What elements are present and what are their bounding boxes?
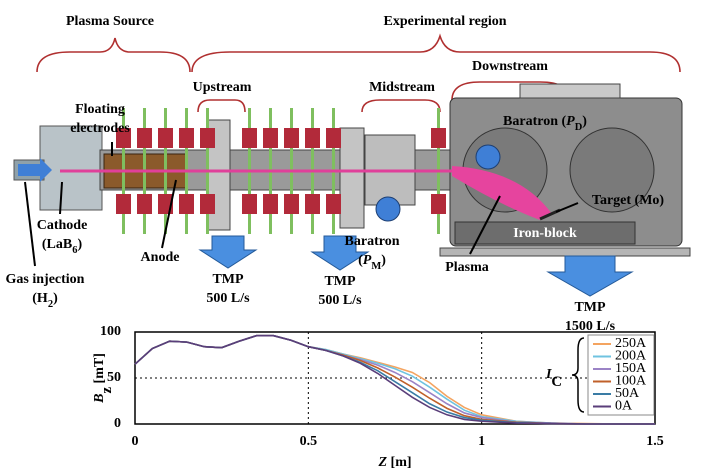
series-line bbox=[135, 336, 655, 424]
label-part: Baratron ( bbox=[503, 114, 566, 129]
coil bbox=[284, 128, 299, 148]
label: TMP bbox=[574, 300, 606, 315]
coil bbox=[305, 194, 320, 214]
x-tick-label: 0 bbox=[132, 434, 139, 449]
label-part: M bbox=[371, 261, 381, 272]
coil bbox=[263, 194, 278, 214]
label: Plasma Source bbox=[66, 14, 154, 29]
page: Plasma Source Experimental region Upstream… bbox=[0, 0, 705, 474]
label: Iron-block bbox=[513, 226, 577, 241]
series-line bbox=[135, 336, 655, 424]
label: (LaB6) bbox=[42, 237, 83, 256]
x-tick-label: 0.5 bbox=[300, 434, 318, 449]
label-part: B bbox=[92, 394, 107, 404]
coil bbox=[137, 128, 152, 148]
coil bbox=[242, 128, 257, 148]
label-part: ) bbox=[53, 291, 58, 306]
y-tick-label: 0 bbox=[114, 416, 121, 431]
label-part: [m] bbox=[387, 455, 412, 470]
legend-brace bbox=[572, 338, 584, 412]
label: Baratron bbox=[345, 234, 400, 249]
coil bbox=[326, 194, 341, 214]
brace bbox=[192, 36, 680, 72]
series-line bbox=[135, 336, 655, 424]
label: Cathode bbox=[37, 218, 88, 233]
label: 500 L/s bbox=[206, 291, 250, 306]
coil bbox=[431, 194, 446, 214]
label: Downstream bbox=[472, 59, 548, 74]
series-line bbox=[135, 336, 655, 424]
label-part: (LaB bbox=[42, 237, 72, 252]
label-part: ) bbox=[582, 114, 587, 129]
label: TMP bbox=[212, 272, 244, 287]
chamber-base bbox=[440, 248, 690, 256]
coil bbox=[179, 194, 194, 214]
y-tick-label: 50 bbox=[107, 370, 121, 385]
coil bbox=[158, 128, 173, 148]
label-part: ) bbox=[77, 237, 82, 252]
x-tick-label: 1 bbox=[478, 434, 485, 449]
coil bbox=[263, 128, 278, 148]
coil bbox=[431, 128, 446, 148]
apparatus bbox=[14, 36, 690, 296]
x-tick-label: 1.5 bbox=[646, 434, 664, 449]
coil bbox=[179, 128, 194, 148]
brace bbox=[198, 100, 245, 112]
top-flange bbox=[520, 84, 620, 98]
pump-arrow bbox=[548, 256, 632, 296]
label: Plasma bbox=[445, 260, 489, 275]
label-part: C bbox=[551, 374, 562, 390]
pointer bbox=[25, 182, 35, 266]
label: Target (Mo) bbox=[592, 193, 665, 208]
label: IC bbox=[545, 367, 562, 390]
label: TMP bbox=[324, 274, 356, 289]
legend-label: 0A bbox=[615, 399, 633, 414]
label: Floating bbox=[75, 102, 125, 117]
label: Experimental region bbox=[383, 14, 506, 29]
label-part: [mT] bbox=[92, 353, 107, 387]
label: Upstream bbox=[193, 80, 252, 95]
baratron bbox=[476, 145, 500, 169]
baratron bbox=[376, 197, 400, 221]
flange bbox=[340, 128, 364, 228]
label: (H2) bbox=[32, 291, 58, 310]
label: Z [m] bbox=[377, 455, 411, 470]
brace bbox=[362, 100, 440, 112]
coil bbox=[284, 194, 299, 214]
label: (PM) bbox=[358, 253, 386, 272]
label: electrodes bbox=[70, 121, 130, 136]
brace bbox=[37, 38, 190, 72]
label: Anode bbox=[141, 250, 180, 265]
coil bbox=[137, 194, 152, 214]
label-part: ) bbox=[381, 253, 386, 268]
label: Gas injection bbox=[6, 272, 85, 287]
coil bbox=[242, 194, 257, 214]
coil bbox=[305, 128, 320, 148]
coil bbox=[200, 128, 215, 148]
series-line bbox=[135, 336, 655, 424]
series-line bbox=[135, 336, 655, 424]
label-part: (H bbox=[32, 291, 48, 306]
y-tick-label: 100 bbox=[100, 324, 121, 339]
figure: Plasma Source Experimental region Upstream… bbox=[0, 0, 705, 474]
label: Midstream bbox=[369, 80, 435, 95]
label: 500 L/s bbox=[318, 293, 362, 308]
pump-arrow bbox=[200, 236, 256, 268]
coil bbox=[200, 194, 215, 214]
coil bbox=[116, 194, 131, 214]
coil bbox=[326, 128, 341, 148]
label-part: Z bbox=[377, 455, 387, 470]
